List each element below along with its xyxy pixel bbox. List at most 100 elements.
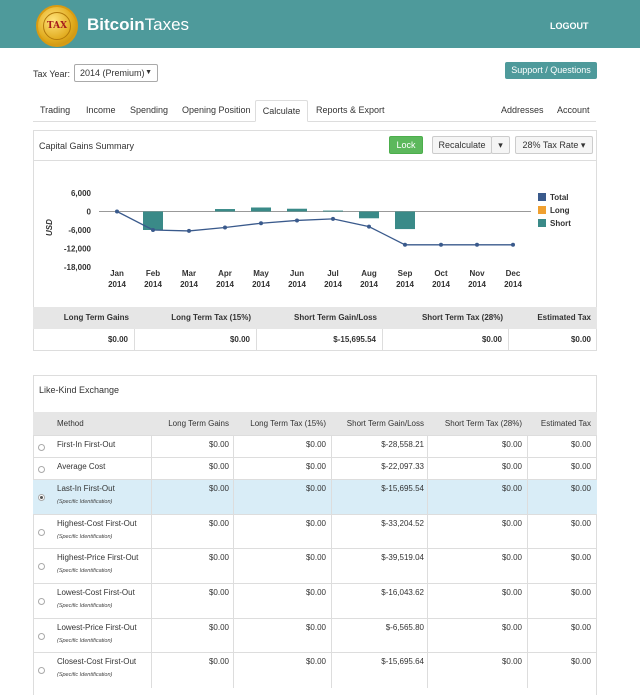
summary-header-estimated-tax: Estimated Tax xyxy=(509,307,597,329)
short-bar xyxy=(143,211,163,230)
column-divider xyxy=(427,584,428,619)
x-tick-label-month: Jan xyxy=(110,269,124,278)
column-divider xyxy=(233,584,234,619)
cell-stt: $0.00 xyxy=(501,462,522,471)
x-tick-label-month: May xyxy=(253,269,269,278)
table-row[interactable]: Average Cost $0.00 $0.00 $-22,097.33 $0.00 $0… xyxy=(33,457,597,480)
column-divider xyxy=(151,619,152,653)
column-divider xyxy=(427,436,428,458)
recalculate-button[interactable]: Recalculate xyxy=(432,136,492,154)
column-divider xyxy=(233,458,234,480)
column-divider xyxy=(151,584,152,619)
table-row[interactable]: First-In First-Out $0.00 $0.00 $-28,558.21 $… xyxy=(33,435,597,458)
brand-bold: Bitcoin xyxy=(87,15,145,34)
method-radio[interactable] xyxy=(38,633,45,640)
cell-ltt: $0.00 xyxy=(305,553,326,562)
total-point xyxy=(439,242,443,247)
legend-label: Short xyxy=(550,219,571,228)
column-divider xyxy=(331,458,332,480)
method-name: Last-In First-Out xyxy=(57,484,115,493)
support-questions-button[interactable]: Support / Questions xyxy=(505,62,597,79)
summary-long-term-tax: $0.00 xyxy=(135,329,257,351)
short-bar xyxy=(287,208,307,212)
tab-addresses[interactable]: Addresses xyxy=(501,105,544,115)
x-tick-label-year: 2014 xyxy=(396,280,414,289)
column-divider xyxy=(527,653,528,688)
table-row[interactable]: Last-In First-Out (Specific Identificatio… xyxy=(33,479,597,515)
tab-account[interactable]: Account xyxy=(557,105,590,115)
lock-button[interactable]: Lock xyxy=(389,136,423,154)
column-divider xyxy=(233,549,234,584)
method-radio[interactable] xyxy=(38,598,45,605)
total-point xyxy=(295,218,299,223)
cell-ltg: $0.00 xyxy=(208,484,229,493)
tax-rate-dropdown[interactable]: 28% Tax Rate ▾ xyxy=(515,136,593,154)
column-divider xyxy=(527,458,528,480)
tax-year-select[interactable]: 2014 (Premium) ▼ xyxy=(74,64,158,82)
tab-calculate[interactable]: Calculate xyxy=(255,100,308,122)
lk-header-estimated-tax: Estimated Tax xyxy=(540,419,591,428)
cell-stg: $-22,097.33 xyxy=(381,462,424,471)
method-radio[interactable] xyxy=(38,494,45,501)
x-tick-label-year: 2014 xyxy=(252,280,270,289)
tab-reports-export[interactable]: Reports & Export xyxy=(316,105,385,115)
cell-stt: $0.00 xyxy=(501,623,522,632)
table-row[interactable]: Highest-Cost First-Out (Specific Identifi… xyxy=(33,514,597,549)
table-row[interactable]: Lowest-Cost First-Out (Specific Identific… xyxy=(33,583,597,619)
method-name: Lowest-Cost First-Out xyxy=(57,588,135,597)
cell-ltg: $0.00 xyxy=(208,553,229,562)
total-point xyxy=(403,242,407,247)
logo-coin-icon[interactable]: TAX xyxy=(36,5,78,47)
x-tick-label-month: Feb xyxy=(146,269,160,278)
method-radio[interactable] xyxy=(38,667,45,674)
tax-rate-label: 28% Tax Rate xyxy=(522,140,579,150)
brand-name[interactable]: BitcoinTaxes xyxy=(87,15,189,35)
method-subtitle: (Specific Identification) xyxy=(57,638,113,644)
caret-down-icon: ▼ xyxy=(145,69,152,76)
logout-link[interactable]: LOGOUT xyxy=(550,21,589,31)
method-radio[interactable] xyxy=(38,563,45,570)
capital-gains-title: Capital Gains Summary xyxy=(39,141,135,151)
method-subtitle: (Specific Identification) xyxy=(57,672,113,678)
x-tick-label-month: Sep xyxy=(398,269,413,278)
short-bar xyxy=(215,209,235,212)
lk-header-short-term-tax: Short Term Tax (28%) xyxy=(444,419,522,428)
table-row[interactable]: Closest-Cost First-Out (Specific Identifi… xyxy=(33,652,597,688)
column-divider xyxy=(427,458,428,480)
x-tick-label-year: 2014 xyxy=(216,280,234,289)
legend-label: Total xyxy=(550,193,569,202)
cell-est: $0.00 xyxy=(570,623,591,632)
tax-year-value: 2014 (Premium) xyxy=(80,68,145,78)
method-name: First-In First-Out xyxy=(57,440,116,449)
tab-opening-position[interactable]: Opening Position xyxy=(182,105,251,115)
table-row[interactable]: Lowest-Price First-Out (Specific Identifi… xyxy=(33,618,597,653)
x-tick-label-month: Aug xyxy=(361,269,377,278)
cell-est: $0.00 xyxy=(570,519,591,528)
table-row[interactable]: Highest-Price First-Out (Specific Identif… xyxy=(33,548,597,584)
legend-swatch xyxy=(538,193,546,201)
method-radio[interactable] xyxy=(38,444,45,451)
panel-divider xyxy=(33,160,597,161)
method-radio[interactable] xyxy=(38,529,45,536)
cell-est: $0.00 xyxy=(570,588,591,597)
column-divider xyxy=(233,619,234,653)
column-divider xyxy=(151,515,152,549)
cell-ltg: $0.00 xyxy=(208,657,229,666)
column-divider xyxy=(527,515,528,549)
tab-trading[interactable]: Trading xyxy=(40,105,71,115)
caret-down-icon: ▾ xyxy=(498,140,503,150)
cell-stt: $0.00 xyxy=(501,553,522,562)
method-name: Highest-Cost First-Out xyxy=(57,519,137,528)
tab-income[interactable]: Income xyxy=(86,105,116,115)
column-divider xyxy=(427,515,428,549)
cell-ltg: $0.00 xyxy=(208,462,229,471)
column-divider xyxy=(331,619,332,653)
recalculate-dropdown-button[interactable]: ▾ xyxy=(491,136,510,154)
x-tick-label-month: Nov xyxy=(469,269,485,278)
short-bar xyxy=(251,207,271,212)
short-bar xyxy=(395,211,415,230)
summary-long-term-gains: $0.00 xyxy=(33,329,135,351)
method-radio[interactable] xyxy=(38,466,45,473)
x-tick-label-year: 2014 xyxy=(108,280,126,289)
tab-spending[interactable]: Spending xyxy=(130,105,169,115)
